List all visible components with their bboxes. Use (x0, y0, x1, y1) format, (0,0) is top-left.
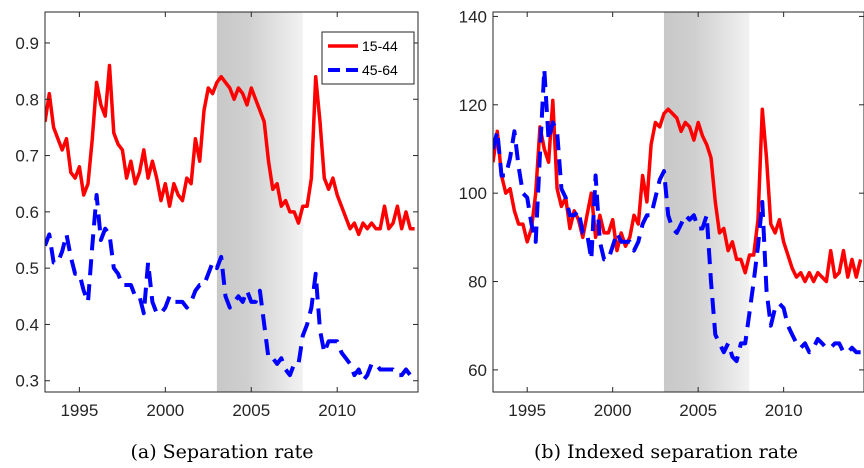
axes-frame (492, 11, 864, 393)
panel-caption: (a) Separation rate (130, 441, 313, 463)
legend-label: 45-64 (362, 62, 398, 78)
panel-b: 1995 2000 2005 2010 60 80 100 120 140 (b) Indexed… (459, 7, 864, 463)
y-tick-label: 140 (459, 7, 487, 26)
x-tick-label: 1995 (508, 401, 546, 420)
x-tick-label: 2010 (765, 401, 803, 420)
y-tick-label: 0.4 (15, 315, 39, 334)
series-line-45-64 (45, 193, 415, 383)
series-line-15-44 (45, 63, 415, 237)
y-tick-label: 60 (468, 361, 487, 380)
y-tick-label: 0.6 (15, 203, 39, 222)
panel-a: 1995 2000 2005 2010 0.3 0.4 0.5 0.6 0.7 0.8 0.9 (a)… (15, 11, 419, 463)
panel-caption: (b) Indexed separation rate (534, 441, 798, 463)
legend: 15-44 45-64 (321, 31, 415, 85)
y-tick-label: 0.7 (15, 147, 39, 166)
series-line-45-64 (493, 67, 861, 364)
y-tick-label: 80 (468, 273, 487, 292)
plot-area (45, 63, 415, 383)
legend-box (321, 31, 415, 85)
x-tick-label: 2010 (318, 401, 356, 420)
axes-frame (44, 11, 419, 393)
shaded-region (216, 12, 303, 392)
y-tick-label: 0.8 (15, 90, 39, 109)
series-line-15-44 (493, 98, 863, 284)
x-tick-label: 2005 (232, 401, 270, 420)
plot-area (493, 67, 863, 364)
x-tick-label: 2000 (594, 401, 632, 420)
legend-label: 15-44 (362, 38, 398, 54)
shaded-region (663, 12, 750, 392)
y-tick-label: 0.9 (15, 34, 39, 53)
y-tick-label: 0.5 (15, 259, 39, 278)
y-tick-label: 100 (459, 184, 487, 203)
x-tick-label: 1995 (60, 401, 98, 420)
x-tick-label: 2000 (146, 401, 184, 420)
y-tick-label: 120 (459, 96, 487, 115)
y-tick-label: 0.3 (15, 372, 39, 391)
x-tick-label: 2005 (679, 401, 717, 420)
